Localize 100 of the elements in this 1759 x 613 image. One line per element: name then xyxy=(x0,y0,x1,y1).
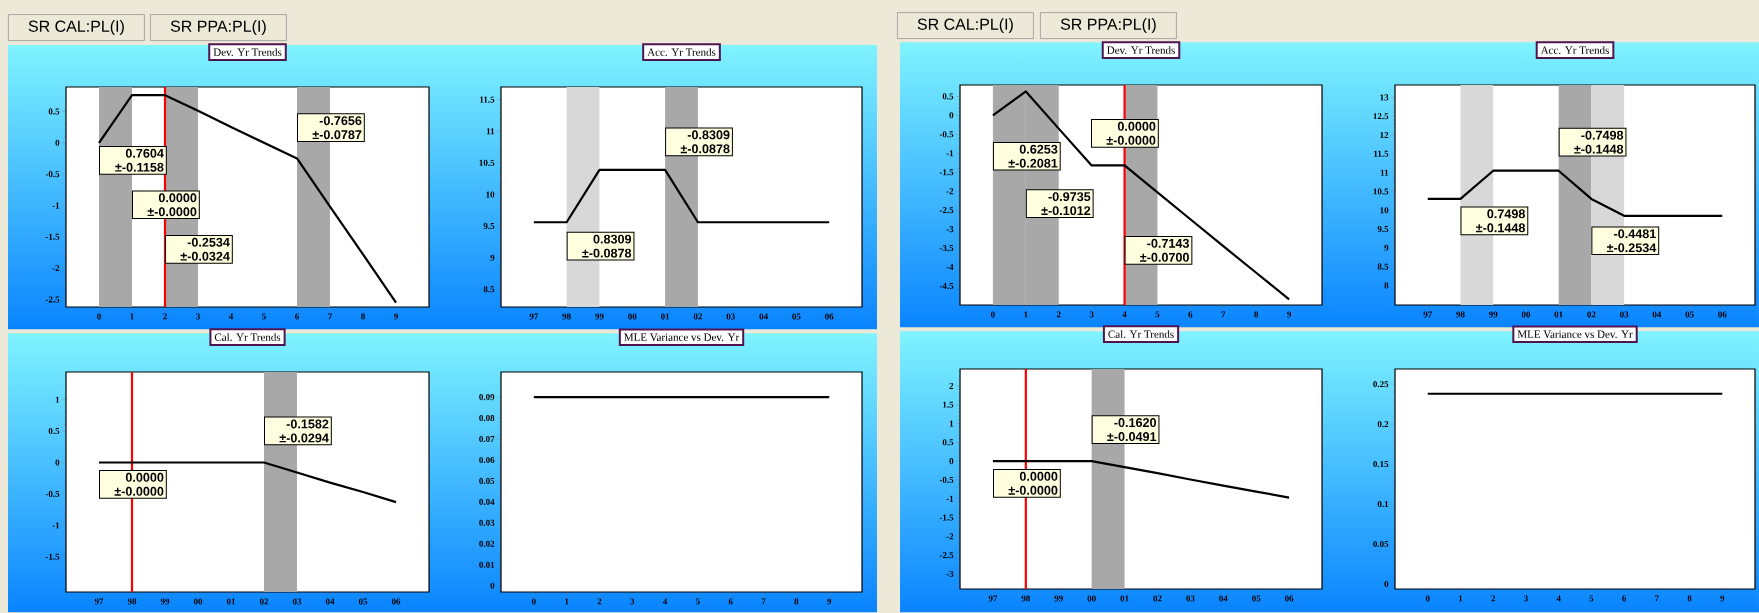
x-tick-label: 06 xyxy=(1718,311,1727,318)
x-tick-label: 98 xyxy=(562,313,571,320)
x-tick-label: 05 xyxy=(1252,595,1261,602)
annotation: -0.9735 ±-0.1012 xyxy=(1041,192,1091,216)
chart-title: Acc. Yr Trends xyxy=(1540,46,1609,54)
x-tick-label: 01 xyxy=(226,598,236,605)
x-tick-label: 3 xyxy=(1524,595,1528,602)
x-tick-label: 6 xyxy=(295,313,299,320)
y-tick-label: 0.15 xyxy=(1373,461,1389,468)
text: SR CAL:PL(I) xyxy=(28,20,124,36)
x-tick-label: 8 xyxy=(1254,311,1259,318)
line-series xyxy=(991,90,1291,301)
x-tick-label: 1 xyxy=(1024,311,1028,318)
x-tick-label: 98 xyxy=(1456,311,1465,318)
annotation: 0.0000 ±-0.0000 xyxy=(147,193,197,217)
annotation: 0.6253 ±-0.2081 xyxy=(1008,144,1058,168)
x-tick-label: 5 xyxy=(1155,311,1160,318)
annotation: 0.7498 ±-0.1448 xyxy=(1476,209,1525,233)
x-tick-label: 02 xyxy=(1587,311,1596,318)
x-tick-label: 5 xyxy=(1589,595,1594,602)
x-tick-label: 4 xyxy=(662,598,668,605)
x-tick-label: 03 xyxy=(1619,311,1629,318)
x-tick-label: 2 xyxy=(1056,311,1061,318)
text: SR PPA:PL(I) xyxy=(1060,18,1156,34)
x-tick-label: 03 xyxy=(726,313,735,320)
y-tick-label: -1 xyxy=(52,522,60,529)
x-tick-label: 7 xyxy=(1655,595,1659,602)
x-tick-label: 3 xyxy=(196,313,200,320)
y-tick-label: 0.02 xyxy=(479,540,495,547)
x-tick-label: 1 xyxy=(1458,595,1463,602)
chart-title: Cal. Yr Trends xyxy=(1108,330,1174,338)
y-tick-label: 0.5 xyxy=(942,93,954,100)
x-tick-label: 2 xyxy=(1491,595,1496,602)
y-tick-label: 0.2 xyxy=(1377,421,1389,428)
x-tick-label: 02 xyxy=(1153,595,1162,602)
y-tick-label: 8.5 xyxy=(1377,263,1389,270)
y-tick-label: 0.09 xyxy=(479,394,495,401)
x-tick-label: 00 xyxy=(1521,311,1531,318)
x-tick-label: 98 xyxy=(127,598,137,605)
x-tick-label: 6 xyxy=(1188,311,1193,318)
x-tick-label: 99 xyxy=(595,313,604,320)
y-tick-label: 0.5 xyxy=(942,439,954,446)
y-tick-label: 0.5 xyxy=(48,108,60,115)
x-tick-label: 03 xyxy=(1186,595,1195,602)
chart-title: Cal. Yr Trends xyxy=(214,333,281,341)
y-tick-label: 0.05 xyxy=(479,477,495,484)
x-tick-label: 8 xyxy=(361,313,365,320)
y-tick-label: -0.5 xyxy=(45,171,60,178)
y-tick-label: 9 xyxy=(1384,244,1389,251)
x-tick-label: 2 xyxy=(163,313,167,320)
y-tick-label: -2 xyxy=(946,533,954,540)
y-tick-label: 8.5 xyxy=(483,286,495,293)
y-tick-label: 13 xyxy=(1380,94,1389,101)
x-tick-label: 9 xyxy=(1720,595,1725,602)
y-tick-label: 0.08 xyxy=(479,415,495,422)
annotation: 0.0000 ±-0.0000 xyxy=(1106,121,1156,145)
x-tick-label: 00 xyxy=(1087,595,1096,602)
x-tick-label: 0 xyxy=(531,598,536,605)
y-tick-label: 1.5 xyxy=(943,401,954,408)
x-tick-label: 9 xyxy=(827,598,832,605)
y-tick-label: 12.5 xyxy=(1373,113,1389,120)
y-tick-label: 9.5 xyxy=(483,223,495,230)
x-tick-label: 0 xyxy=(97,313,101,320)
x-tick-label: 98 xyxy=(1021,595,1031,602)
x-tick-label: 06 xyxy=(1284,595,1294,602)
chart-title: MLE Variance vs Dev. Yr xyxy=(624,333,740,341)
x-tick-label: 05 xyxy=(1685,311,1694,318)
x-tick-label: 97 xyxy=(94,598,104,605)
y-tick-label: 0.03 xyxy=(479,519,495,526)
y-tick-label: 0.07 xyxy=(479,435,495,443)
y-tick-label: 10.5 xyxy=(1373,188,1389,195)
x-tick-label: 0 xyxy=(991,311,995,318)
annotation: 0.7604 ±-0.1158 xyxy=(115,148,164,172)
y-tick-label: 10 xyxy=(486,191,495,198)
x-tick-label: 00 xyxy=(193,598,203,605)
x-tick-label: 00 xyxy=(628,313,637,320)
x-tick-label: 7 xyxy=(328,313,333,320)
x-tick-label: 05 xyxy=(358,598,368,605)
y-tick-label: 11.5 xyxy=(1374,150,1389,157)
x-tick-label: 7 xyxy=(1221,311,1226,318)
y-tick-label: 0 xyxy=(55,139,60,146)
x-tick-label: 04 xyxy=(1652,311,1662,318)
y-tick-label: -1.5 xyxy=(939,514,954,521)
x-tick-label: 04 xyxy=(759,313,768,320)
y-tick-label: 0.25 xyxy=(1373,381,1389,388)
x-tick-label: 01 xyxy=(1554,311,1563,318)
x-tick-label: 99 xyxy=(1054,595,1063,602)
y-tick-label: -2 xyxy=(52,265,60,272)
x-tick-label: 97 xyxy=(1423,311,1433,318)
x-tick-label: 2 xyxy=(597,598,602,605)
x-tick-label: 97 xyxy=(529,313,539,320)
y-tick-label: 10.5 xyxy=(479,159,495,166)
y-tick-label: -1.5 xyxy=(45,553,60,560)
x-tick-label: 99 xyxy=(1488,311,1498,318)
y-tick-label: 1 xyxy=(949,420,954,427)
x-tick-label: 0 xyxy=(1425,595,1430,602)
y-tick-label: -2.5 xyxy=(939,207,954,214)
y-tick-label: 0.01 xyxy=(479,561,495,568)
y-tick-label: -3 xyxy=(946,570,954,577)
y-tick-label: -4 xyxy=(946,264,954,271)
